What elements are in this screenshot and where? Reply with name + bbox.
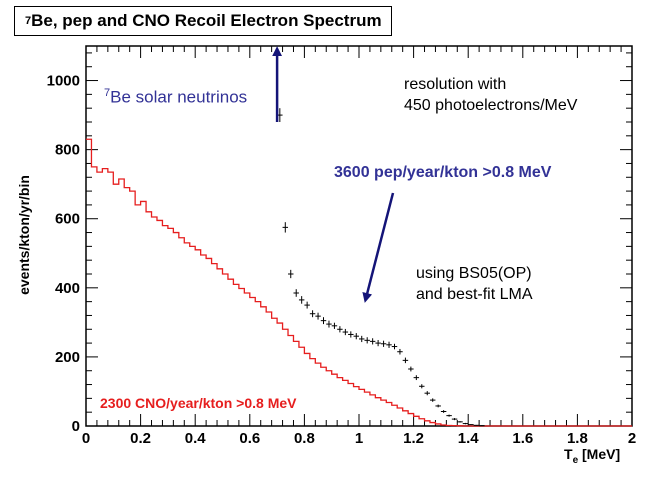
pep-arrow (362, 192, 395, 303)
resolution-line-1: resolution with (404, 76, 507, 93)
x-axis-label: Te [MeV] (564, 446, 620, 466)
x-tick-label: 1.8 (567, 430, 588, 447)
model-line-1: using BS05(OP) (416, 265, 532, 282)
be7-annotation: 7Be solar neutrinos (104, 87, 247, 108)
resolution-line-2: 450 photoelectrons/MeV (404, 97, 578, 114)
x-axis-label-main: T (564, 446, 573, 462)
be7-annotation-superscript: 7 (104, 87, 111, 99)
x-axis-label-sub: e (572, 454, 579, 466)
x-tick-label: 0.2 (130, 430, 151, 447)
chart-title-superscript: 7 (25, 15, 32, 27)
chart-title-text: Be, pep and CNO Recoil Electron Spectrum (31, 11, 382, 30)
be7-annotation-text: Be solar neutrinos (110, 87, 248, 107)
y-tick-label: 200 (55, 349, 80, 366)
pep-annotation: 3600 pep/year/kton >0.8 MeV (334, 164, 552, 181)
chart-title: 7 Be, pep and CNO Recoil Electron Spectru… (14, 6, 392, 36)
x-tick-label: 0 (82, 430, 90, 447)
resolution-annotation: resolution with 450 photoelectrons/MeV (404, 74, 577, 116)
x-tick-label: 0.4 (185, 430, 207, 447)
y-tick-label: 400 (55, 280, 80, 297)
y-tick-label: 600 (55, 211, 80, 228)
x-tick-label: 1.6 (512, 430, 533, 447)
y-tick-label: 1000 (47, 73, 80, 90)
x-tick-label: 1.4 (458, 430, 480, 447)
x-tick-label: 1 (355, 430, 363, 447)
model-annotation: using BS05(OP) and best-fit LMA (416, 263, 533, 305)
y-tick-label: 0 (72, 418, 80, 435)
cno-step-line (86, 138, 632, 427)
cno-annotation: 2300 CNO/year/kton >0.8 MeV (100, 395, 297, 411)
x-tick-label: 2 (628, 430, 636, 447)
x-axis-label-unit: [MeV] (578, 446, 621, 462)
model-line-2: and best-fit LMA (416, 286, 533, 303)
x-tick-label: 0.6 (239, 430, 260, 447)
y-tick-label: 800 (55, 142, 80, 159)
x-tick-label: 0.8 (294, 430, 315, 447)
x-tick-label: 1.2 (403, 430, 424, 447)
y-axis-label: events/kton/yr/bin (16, 175, 32, 295)
